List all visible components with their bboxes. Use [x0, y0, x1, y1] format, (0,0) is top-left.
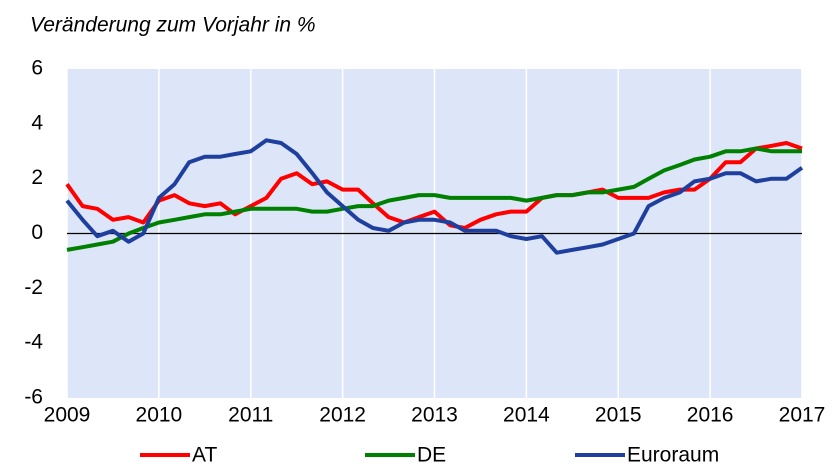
y-tick-label: 2 [31, 166, 43, 189]
y-tick-label: -6 [24, 386, 43, 409]
legend-label: Euroraum [627, 444, 719, 467]
y-tick-label: -2 [24, 276, 43, 299]
series-line [65, 141, 803, 230]
x-tick-label: 2015 [595, 404, 642, 427]
chart-title: Veränderung zum Vorjahr in % [30, 14, 316, 37]
y-tick-label: 0 [31, 221, 43, 244]
y-tick-label: 6 [31, 57, 43, 80]
legend-label: DE [417, 444, 446, 467]
y-tick-label: -4 [24, 331, 43, 354]
x-tick-label: 2016 [687, 404, 734, 427]
x-tick-label: 2017 [779, 404, 826, 427]
y-tick-label: 4 [31, 111, 43, 134]
x-tick-label: 2010 [136, 404, 183, 427]
x-tick-label: 2009 [44, 404, 91, 427]
series-line [65, 138, 804, 255]
x-tick-label: 2013 [411, 404, 458, 427]
x-tick-label: 2014 [503, 404, 550, 427]
x-tick-label: 2011 [228, 404, 273, 427]
legend-label: AT [192, 444, 217, 467]
x-tick-label: 2012 [319, 404, 366, 427]
series-line [66, 146, 802, 252]
